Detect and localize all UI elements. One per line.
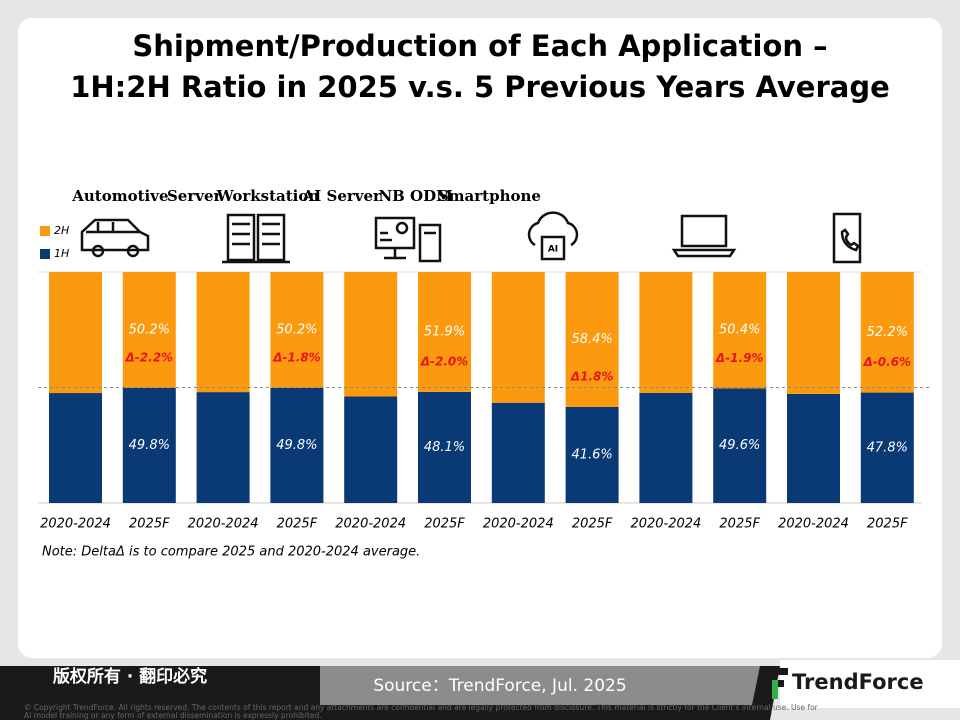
x-tick-label: 2025F	[129, 517, 170, 532]
value-label: 58.4%	[571, 332, 612, 347]
value-label: 49.8%	[276, 438, 317, 453]
bar-segment	[344, 272, 398, 397]
icon-workstation	[395, 221, 409, 235]
icon-server	[222, 213, 290, 264]
bar-segment	[565, 272, 619, 407]
x-tick-label: 2025F	[424, 517, 465, 532]
value-label: 50.2%	[276, 322, 317, 337]
legend-label: 2H	[54, 224, 69, 237]
bar-segment	[418, 272, 471, 392]
footer-source-bar	[320, 666, 760, 705]
icon-smartphone	[832, 212, 862, 264]
icon-car	[80, 218, 150, 252]
delta-label: Δ-1.9%	[715, 351, 764, 365]
note: Note: DeltaΔ is to compare 2025 and 2020…	[42, 545, 420, 560]
icon-car	[91, 244, 105, 258]
legend-swatch	[40, 249, 50, 259]
value-label: 48.1%	[424, 440, 465, 455]
bar-segment	[270, 387, 324, 503]
category-label: Server	[167, 187, 223, 205]
bar-segment	[860, 272, 914, 393]
x-tick-label: 2025F	[277, 517, 318, 532]
category-label: Automotive	[71, 187, 168, 205]
icon-laptop	[671, 214, 737, 258]
category-label: AI Server	[302, 187, 382, 205]
value-label: 49.8%	[129, 438, 170, 453]
icon-ai-text: AI	[548, 245, 558, 255]
chart-title: 1H:2H Ratio in 2025 v.s. 5 Previous Year…	[70, 70, 890, 104]
logo-mark	[772, 680, 778, 699]
logo: TrendForce	[792, 670, 924, 694]
bar-segment	[713, 388, 767, 503]
value-label: 47.8%	[867, 440, 908, 455]
x-tick-label: 2025F	[572, 517, 613, 532]
value-label: 41.6%	[571, 447, 612, 462]
bar-segment	[639, 272, 693, 393]
value-label: 52.2%	[867, 325, 908, 340]
bar-segment	[639, 392, 693, 503]
bar-segment	[491, 402, 545, 503]
bar-segment	[713, 272, 767, 389]
bar-segment	[270, 272, 324, 388]
value-label: 50.2%	[129, 322, 170, 337]
icon-ai-server	[527, 211, 579, 261]
category-label: Workstation	[216, 187, 320, 205]
x-tick-label: 2020-2024	[778, 517, 849, 532]
icons: AI	[80, 211, 862, 264]
icon-workstation	[374, 216, 442, 263]
legend-swatch	[40, 226, 50, 236]
x-tick-label: 2020-2024	[188, 517, 259, 532]
icon-car	[126, 244, 140, 258]
value-label: 49.6%	[719, 438, 760, 453]
delta-label: Δ-2.2%	[125, 350, 174, 364]
value-label: 51.9%	[424, 324, 465, 339]
bar-segment	[787, 272, 840, 394]
copyright: © Copyright TrendForce. All rights reser…	[24, 703, 819, 712]
value-label: 50.4%	[719, 323, 760, 338]
category-label: Smartphone	[438, 187, 541, 205]
logo-bg	[780, 660, 960, 708]
x-tick-label: 2020-2024	[483, 517, 554, 532]
delta-label: Δ-2.0%	[420, 354, 469, 368]
bar-segment	[196, 272, 250, 393]
x-tick-label: 2020-2024	[630, 517, 701, 532]
delta-label: Δ-1.8%	[272, 350, 321, 364]
x-tick-label: 2025F	[719, 517, 760, 532]
delta-label: Δ-0.6%	[863, 355, 912, 369]
bar-segment	[344, 396, 398, 503]
source: Source：TrendForce, Jul. 2025	[373, 676, 626, 696]
bar-segment	[787, 393, 840, 503]
chart-title: Shipment/Production of Each Application …	[132, 29, 827, 63]
bar-segment	[565, 406, 619, 503]
category-label: NB ODM	[378, 187, 452, 205]
x-tick-label: 2020-2024	[40, 517, 111, 532]
legend-label: 1H	[54, 247, 69, 260]
bar-segment	[418, 391, 471, 503]
copyright: AI model training or any form of externa…	[24, 711, 322, 720]
x-tick-label: 2025F	[867, 517, 908, 532]
bar-segment	[49, 272, 102, 394]
bar-segment	[196, 392, 250, 503]
bar-segment	[491, 272, 545, 403]
x-tick-label: 2020-2024	[335, 517, 406, 532]
bar-segment	[860, 392, 914, 503]
delta-label: Δ1.8%	[570, 369, 614, 383]
bar-segment	[122, 272, 176, 388]
bar-segment	[122, 387, 176, 503]
bar-segment	[49, 393, 102, 503]
rights: 版权所有 · 翻印必究	[53, 666, 207, 687]
